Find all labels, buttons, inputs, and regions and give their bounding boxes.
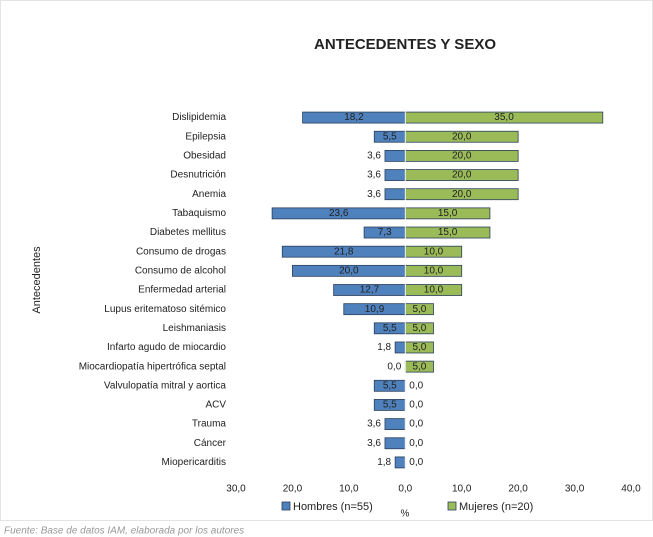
value-label: 35,0 <box>494 112 514 123</box>
value-label: 0,0 <box>409 380 423 391</box>
category-label: Trauma <box>192 419 227 430</box>
x-tick-label: 30,0 <box>565 484 585 495</box>
x-tick-label: 40,0 <box>621 484 641 495</box>
bar <box>384 418 406 431</box>
category-label: Obesidad <box>183 151 226 162</box>
value-label: 3,6 <box>367 419 381 430</box>
value-label: 20,0 <box>339 265 359 276</box>
value-label: 5,5 <box>383 400 397 411</box>
category-label: Miocardiopatía hipertrófica septal <box>79 361 226 372</box>
x-tick-label: 10,0 <box>452 484 472 495</box>
category-label: Epilepsia <box>185 131 226 142</box>
value-label: 20,0 <box>452 131 472 142</box>
value-label: 15,0 <box>438 227 458 238</box>
value-label: 1,8 <box>377 457 391 468</box>
value-label: 1,8 <box>377 342 391 353</box>
chart-title: ANTECEDENTES Y SEXO <box>314 36 496 53</box>
bar <box>394 341 406 354</box>
value-label: 0,0 <box>409 400 423 411</box>
bar <box>384 437 406 450</box>
value-label: 12,7 <box>360 285 380 296</box>
value-label: 5,5 <box>383 380 397 391</box>
bar <box>384 188 406 201</box>
value-label: 7,3 <box>378 227 392 238</box>
value-label: 5,0 <box>412 323 426 334</box>
value-label: 0,0 <box>409 457 423 468</box>
category-label: Miopericarditis <box>162 457 226 468</box>
value-label: 0,0 <box>387 361 401 372</box>
legend-label: Hombres (n=55) <box>293 501 373 513</box>
category-label: ACV <box>205 400 226 411</box>
value-label: 15,0 <box>438 208 458 219</box>
value-label: 5,5 <box>383 131 397 142</box>
value-label: 5,0 <box>412 342 426 353</box>
value-label: 10,0 <box>424 285 444 296</box>
category-label: Cáncer <box>194 438 227 449</box>
category-label: Leishmaniasis <box>163 323 226 334</box>
category-label: Lupus eritematoso sitémico <box>104 304 226 315</box>
bar <box>394 456 406 469</box>
legend-swatch <box>447 501 457 511</box>
bar <box>384 149 406 162</box>
x-tick-label: 30,0 <box>226 484 246 495</box>
category-label: Infarto agudo de miocardio <box>107 342 226 353</box>
value-label: 10,9 <box>365 304 385 315</box>
value-label: 5,0 <box>412 304 426 315</box>
category-label: Valvulopatía mitral y aortica <box>104 380 227 391</box>
x-tick-label: 20,0 <box>508 484 528 495</box>
value-label: 5,5 <box>383 323 397 334</box>
x-tick-label: 0,0 <box>398 484 412 495</box>
value-label: 20,0 <box>452 151 472 162</box>
y-axis-label: Antecedentes <box>31 246 43 314</box>
bar <box>384 169 406 181</box>
value-label: 0,0 <box>409 419 423 430</box>
category-label: Anemia <box>192 189 226 200</box>
category-label: Enfermedad arterial <box>138 285 226 296</box>
chart-frame <box>0 0 653 521</box>
category-label: Consumo de alcohol <box>135 265 226 276</box>
value-label: 18,2 <box>344 112 364 123</box>
legend-label: Mujeres (n=20) <box>459 501 533 513</box>
value-label: 21,8 <box>334 246 354 257</box>
value-label: 0,0 <box>409 438 423 449</box>
x-tick-label: 20,0 <box>283 484 303 495</box>
value-label: 3,6 <box>367 189 381 200</box>
category-label: Diabetes mellitus <box>150 227 226 238</box>
value-label: 3,6 <box>367 151 381 162</box>
value-label: 10,0 <box>424 265 444 276</box>
value-label: 5,0 <box>412 361 426 372</box>
source-note: Fuente: Base de datos IAM, elaborada por… <box>4 526 244 537</box>
value-label: 3,6 <box>367 170 381 181</box>
category-label: Desnutrición <box>170 170 226 181</box>
value-label: 20,0 <box>452 189 472 200</box>
value-label: 3,6 <box>367 438 381 449</box>
category-label: Dislipidemia <box>172 112 226 123</box>
value-label: 20,0 <box>452 170 472 181</box>
x-tick-label: 10,0 <box>339 484 359 495</box>
x-axis-label: % <box>401 509 410 520</box>
legend-swatch <box>281 501 291 511</box>
value-label: 23,6 <box>329 208 349 219</box>
category-label: Consumo de drogas <box>136 246 226 257</box>
value-label: 10,0 <box>424 246 444 257</box>
category-label: Tabaquismo <box>172 208 226 219</box>
